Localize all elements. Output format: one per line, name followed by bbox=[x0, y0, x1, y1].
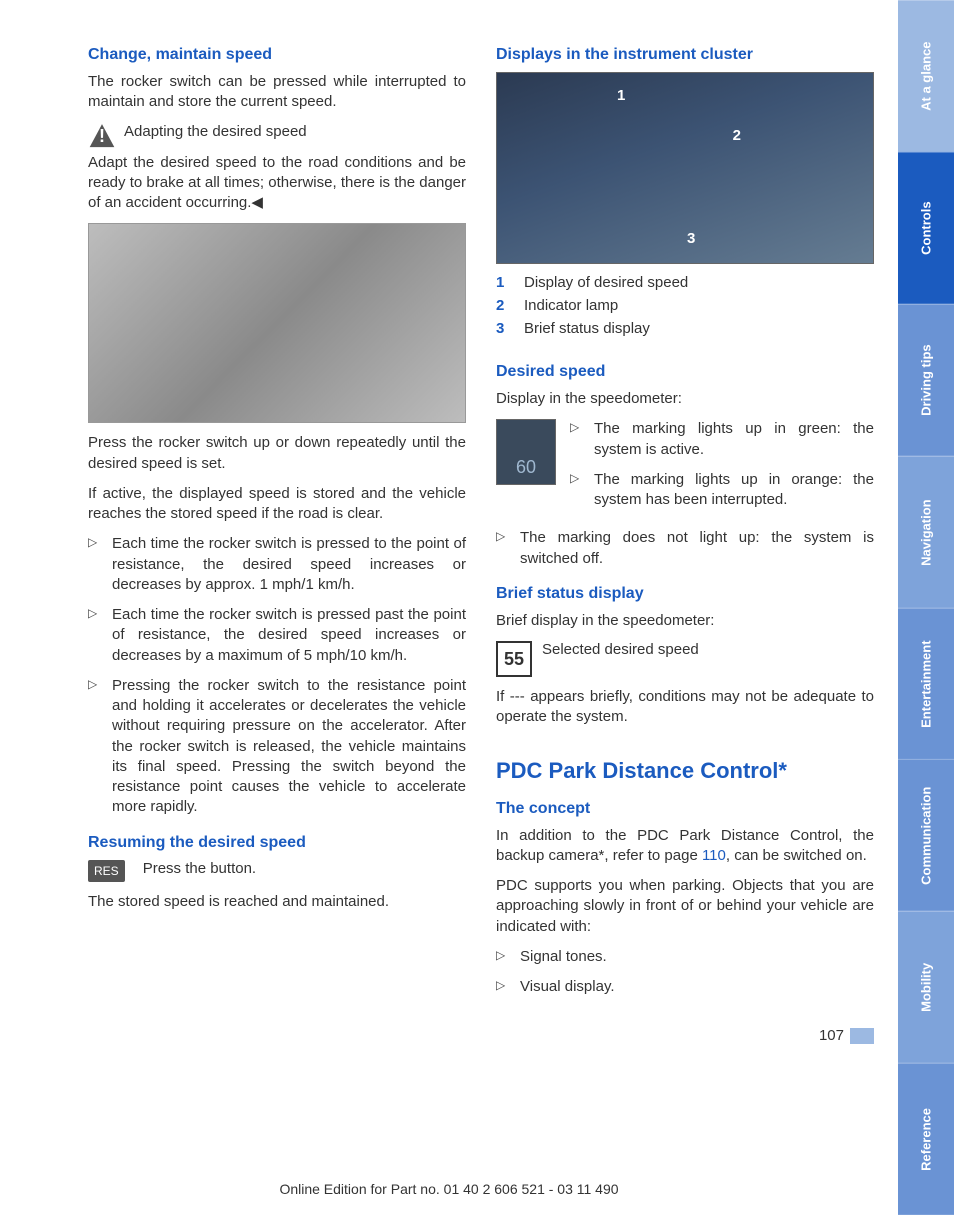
brief-status-text: Selected desired speed bbox=[542, 641, 699, 658]
heading-desired-speed: Desired speed bbox=[496, 363, 874, 381]
list-item: Visual display. bbox=[496, 977, 874, 997]
tab-mobility[interactable]: Mobility bbox=[898, 911, 954, 1063]
image-instrument-cluster: 1 2 3 bbox=[496, 72, 874, 264]
text-desired-intro: Display in the speedometer: bbox=[496, 389, 874, 409]
numlist-item: 2 Indicator lamp bbox=[496, 297, 874, 314]
numlist-text: Brief status display bbox=[524, 320, 650, 337]
speed-value: 60 bbox=[516, 457, 536, 478]
numlist-number: 2 bbox=[496, 297, 510, 314]
heading-displays: Displays in the instrument cluster bbox=[496, 46, 874, 64]
callout-1: 1 bbox=[617, 87, 625, 104]
list-item: The marking lights up in green: the syst… bbox=[570, 419, 874, 460]
numlist-text: Display of desired speed bbox=[524, 274, 688, 291]
numlist-item: 3 Brief status display bbox=[496, 320, 874, 337]
numbered-list-displays: 1 Display of desired speed 2 Indicator lam… bbox=[496, 274, 874, 343]
heading-pdc: PDC Park Distance Control* bbox=[496, 758, 874, 784]
warning-row: ! Adapting the desired speed bbox=[88, 123, 466, 151]
heading-brief-status: Brief status display bbox=[496, 585, 874, 603]
page-number-bar bbox=[850, 1028, 874, 1044]
sidebar-tabs: At a glance Controls Driving tips Naviga… bbox=[898, 0, 954, 1215]
list-item: Signal tones. bbox=[496, 947, 874, 967]
speedometer-icon: 60 bbox=[496, 419, 556, 485]
res-button-icon: RES bbox=[88, 860, 125, 882]
text-if-active: If active, the displayed speed is stored… bbox=[88, 484, 466, 525]
page-number-box: 107 bbox=[496, 1027, 874, 1044]
list-item: Pressing the rocker switch to the resist… bbox=[88, 676, 466, 818]
tab-at-a-glance[interactable]: At a glance bbox=[898, 0, 954, 152]
text-brief-intro: Brief display in the speedometer: bbox=[496, 611, 874, 631]
list-item: Each time the rocker switch is pressed p… bbox=[88, 605, 466, 666]
list-item: The marking lights up in orange: the sys… bbox=[570, 470, 874, 511]
warning-body: Adapt the desired speed to the road cond… bbox=[88, 153, 466, 214]
page-link-110[interactable]: 110 bbox=[702, 847, 726, 864]
page-number: 107 bbox=[819, 1027, 850, 1044]
brief-status-icon: 55 bbox=[496, 641, 532, 677]
concept-part-b: , can be switched on. bbox=[726, 847, 867, 864]
numlist-text: Indicator lamp bbox=[524, 297, 618, 314]
page: Change, maintain speed The rocker switch… bbox=[0, 0, 954, 1215]
numlist-number: 3 bbox=[496, 320, 510, 337]
tab-communication[interactable]: Communication bbox=[898, 759, 954, 911]
text-stored-speed: The stored speed is reached and maintain… bbox=[88, 892, 466, 912]
heading-concept: The concept bbox=[496, 800, 874, 818]
desired-speed-row: 60 The marking lights up in green: the s… bbox=[496, 419, 874, 520]
text-concept: In addition to the PDC Park Distance Con… bbox=[496, 826, 874, 867]
text-intro: The rocker switch can be pressed while i… bbox=[88, 72, 466, 113]
image-rocker-switch bbox=[88, 223, 466, 423]
numlist-item: 1 Display of desired speed bbox=[496, 274, 874, 291]
heading-resuming: Resuming the desired speed bbox=[88, 834, 466, 852]
tab-driving-tips[interactable]: Driving tips bbox=[898, 304, 954, 456]
text-press-rocker: Press the rocker switch up or down repea… bbox=[88, 433, 466, 474]
footer-line: Online Edition for Part no. 01 40 2 606 … bbox=[0, 1181, 898, 1197]
right-column: Displays in the instrument cluster 1 2 3… bbox=[496, 40, 874, 1044]
tab-navigation[interactable]: Navigation bbox=[898, 456, 954, 608]
content-wrap: Change, maintain speed The rocker switch… bbox=[0, 0, 898, 1215]
list-item: Each time the rocker switch is pressed t… bbox=[88, 534, 466, 595]
tab-reference[interactable]: Reference bbox=[898, 1063, 954, 1215]
tab-entertainment[interactable]: Entertainment bbox=[898, 608, 954, 760]
text-pdc-support: PDC supports you when parking. Objects t… bbox=[496, 876, 874, 937]
page-number-area: 107 bbox=[496, 1007, 874, 1044]
warning-icon: ! bbox=[88, 123, 116, 151]
left-column: Change, maintain speed The rocker switch… bbox=[88, 40, 466, 1044]
brief-value: 55 bbox=[504, 649, 524, 670]
desired-bullets-inline: The marking lights up in green: the syst… bbox=[570, 419, 874, 520]
warning-text: Adapting the desired speed bbox=[124, 123, 466, 140]
content-columns: Change, maintain speed The rocker switch… bbox=[0, 0, 898, 1064]
desired-bullets-after: The marking does not light up: the syste… bbox=[496, 528, 874, 579]
text-dashes: If --- appears briefly, conditions may n… bbox=[496, 687, 874, 728]
res-button-text: Press the button. bbox=[143, 860, 256, 877]
callout-3: 3 bbox=[687, 230, 695, 247]
numlist-number: 1 bbox=[496, 274, 510, 291]
brief-status-row: 55 Selected desired speed bbox=[496, 641, 874, 677]
callout-2: 2 bbox=[733, 127, 741, 144]
list-item: The marking does not light up: the syste… bbox=[496, 528, 874, 569]
res-button-row: RES Press the button. bbox=[88, 860, 466, 882]
heading-change-speed: Change, maintain speed bbox=[88, 46, 466, 64]
tab-controls[interactable]: Controls bbox=[898, 152, 954, 304]
support-bullets: Signal tones. Visual display. bbox=[496, 947, 874, 1008]
bullet-list-rocker: Each time the rocker switch is pressed t… bbox=[88, 534, 466, 827]
warning-title: Adapting the desired speed bbox=[124, 123, 307, 140]
